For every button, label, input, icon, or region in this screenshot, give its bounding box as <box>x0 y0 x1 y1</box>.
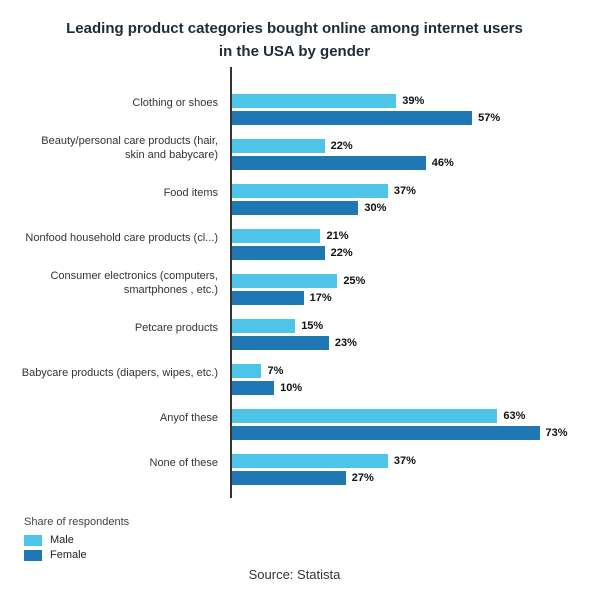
value-label-female: 17% <box>310 292 332 304</box>
value-label-female: 30% <box>364 202 386 214</box>
bar-row-male: 37% <box>232 454 569 468</box>
legend-swatch-male <box>24 535 42 546</box>
category-labels-column: Clothing or shoesBeauty/personal care pr… <box>20 81 230 498</box>
category-bar-group: 21%22% <box>232 222 569 267</box>
legend-items: Male Female <box>24 534 569 561</box>
bar-row-female: 22% <box>232 246 569 260</box>
value-label-male: 21% <box>326 230 348 242</box>
bar-row-female: 23% <box>232 336 569 350</box>
value-label-male: 39% <box>402 95 424 107</box>
value-label-male: 15% <box>301 320 323 332</box>
chart-title-line1: Leading product categories bought online… <box>66 20 523 37</box>
bar-female <box>232 201 358 215</box>
bar-row-female: 30% <box>232 201 569 215</box>
value-label-female: 10% <box>280 382 302 394</box>
chart-title-line2: in the USA by gender <box>219 43 370 60</box>
legend: Share of respondents Male Female <box>24 516 569 561</box>
category-label: Nonfood household care products (cl...) <box>20 216 222 261</box>
category-bar-group: 7%10% <box>232 357 569 402</box>
legend-label-female: Female <box>50 549 87 561</box>
chart-container: Leading product categories bought online… <box>0 0 589 602</box>
category-bar-group: 22% 46% <box>232 132 569 177</box>
category-label: Petcare products <box>20 306 222 351</box>
bar-row-male: 39% <box>232 94 569 108</box>
bar-row-male: 21% <box>232 229 569 243</box>
bar-row-male: 25% <box>232 274 569 288</box>
chart-plot-area: Clothing or shoesBeauty/personal care pr… <box>20 81 569 498</box>
bar-row-female: 73% <box>232 426 569 440</box>
category-label: Consumer electronics (computers, smartph… <box>20 261 222 306</box>
value-label-male: 22% <box>331 140 353 152</box>
bar-female <box>232 156 426 170</box>
bar-female <box>232 246 325 260</box>
bars-column: 39%57%22%46%37%30%21%22%25%17%15%23%7%10… <box>230 81 569 498</box>
bar-row-female: 10% <box>232 381 569 395</box>
value-label-male: 7% <box>267 365 283 377</box>
value-label-female: 73% <box>546 427 568 439</box>
category-label: Beauty/personal care products (hair, ski… <box>20 126 222 171</box>
bar-male <box>232 319 295 333</box>
category-label: Anyof these <box>20 396 222 441</box>
bar-female <box>232 381 274 395</box>
category-label: Clothing or shoes <box>20 81 222 126</box>
category-bar-group: 37% 27% <box>232 447 569 492</box>
category-bar-group: 15% 23% <box>232 312 569 357</box>
bar-row-male: 15% <box>232 319 569 333</box>
value-label-male: 25% <box>343 275 365 287</box>
bar-female <box>232 291 304 305</box>
bar-male <box>232 139 325 153</box>
value-label-male: 37% <box>394 185 416 197</box>
value-label-male: 37% <box>394 455 416 467</box>
bar-male <box>232 364 261 378</box>
category-bar-group: 25% 17% <box>232 267 569 312</box>
bar-row-female: 57% <box>232 111 569 125</box>
bar-male <box>232 229 320 243</box>
bar-row-female: 17% <box>232 291 569 305</box>
bar-female <box>232 111 472 125</box>
bar-row-female: 46% <box>232 156 569 170</box>
category-bar-group: 63% 73% <box>232 402 569 447</box>
legend-swatch-female <box>24 550 42 561</box>
value-label-female: 27% <box>352 472 374 484</box>
bar-female <box>232 426 540 440</box>
bar-male <box>232 274 337 288</box>
value-label-female: 46% <box>432 157 454 169</box>
bar-male <box>232 454 388 468</box>
legend-item-female: Female <box>24 549 569 561</box>
category-label: Babycare products (diapers, wipes, etc.) <box>20 351 222 396</box>
bar-female <box>232 471 346 485</box>
category-bar-group: 39% 57% <box>232 87 569 132</box>
category-label: Food items <box>20 171 222 216</box>
bar-row-female: 27% <box>232 471 569 485</box>
bar-female <box>232 336 329 350</box>
bar-male <box>232 94 396 108</box>
value-label-male: 63% <box>503 410 525 422</box>
value-label-female: 57% <box>478 112 500 124</box>
bar-row-male: 7% <box>232 364 569 378</box>
bar-row-male: 22% <box>232 139 569 153</box>
value-label-female: 23% <box>335 337 357 349</box>
bar-row-male: 63% <box>232 409 569 423</box>
bar-row-male: 37% <box>232 184 569 198</box>
bar-male <box>232 184 388 198</box>
value-label-female: 22% <box>331 247 353 259</box>
legend-label-male: Male <box>50 534 74 546</box>
category-bar-group: 37% 30% <box>232 177 569 222</box>
bar-male <box>232 409 497 423</box>
source-label: Source: Statista <box>20 567 569 582</box>
legend-title: Share of respondents <box>24 516 569 528</box>
chart-title: Leading product categories bought online… <box>60 18 529 63</box>
legend-item-male: Male <box>24 534 569 546</box>
category-label: None of these <box>20 441 222 486</box>
